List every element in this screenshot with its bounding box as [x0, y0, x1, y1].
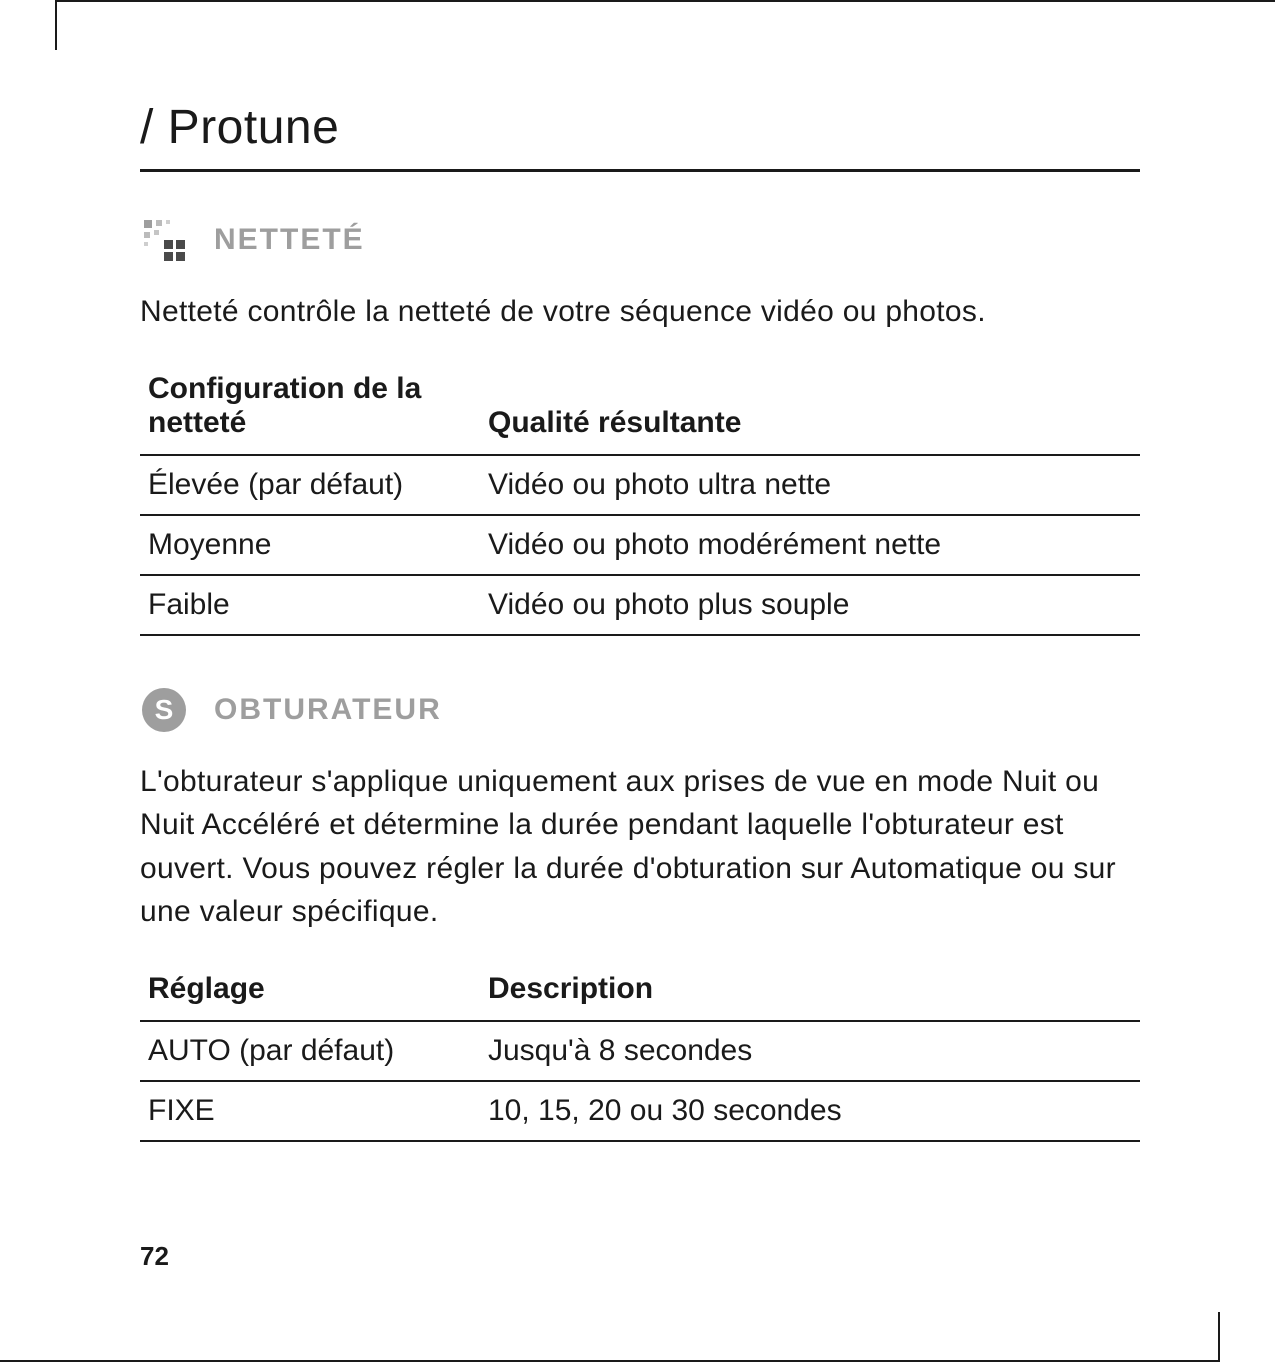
table-row: AUTO (par défaut) Jusqu'à 8 secondes — [140, 1021, 1140, 1081]
table-row: Moyenne Vidéo ou photo modérément nette — [140, 515, 1140, 575]
table-cell: Faible — [140, 575, 480, 635]
section-heading-shutter: S OBTURATEUR — [140, 686, 1140, 734]
table-cell: 10, 15, 20 ou 30 secondes — [480, 1081, 1140, 1141]
table-row: Élevée (par défaut) Vidéo ou photo ultra… — [140, 455, 1140, 515]
section-label-sharpness: NETTETÉ — [214, 223, 365, 257]
shutter-intro: L'obturateur s'applique uniquement aux p… — [140, 760, 1140, 934]
page-title: / Protune — [140, 100, 1140, 172]
table-cell: Vidéo ou photo plus souple — [480, 575, 1140, 635]
table-cell: Jusqu'à 8 secondes — [480, 1021, 1140, 1081]
table-row: Faible Vidéo ou photo plus souple — [140, 575, 1140, 635]
shutter-icon: S — [140, 686, 188, 734]
shutter-table: Réglage Description AUTO (par défaut) Ju… — [140, 962, 1140, 1142]
table-header: Réglage — [140, 962, 480, 1021]
crop-mark-right — [1218, 1312, 1220, 1362]
table-header: Qualité résultante — [480, 362, 1140, 455]
table-cell: Vidéo ou photo modérément nette — [480, 515, 1140, 575]
table-cell: Vidéo ou photo ultra nette — [480, 455, 1140, 515]
section-heading-sharpness: NETTETÉ — [140, 216, 1140, 264]
page-number: 72 — [140, 1241, 169, 1272]
sharpness-intro: Netteté contrôle la netteté de votre séq… — [140, 290, 1140, 334]
table-cell: AUTO (par défaut) — [140, 1021, 480, 1081]
table-header: Configuration de la netteté — [140, 362, 480, 455]
table-row: FIXE 10, 15, 20 ou 30 secondes — [140, 1081, 1140, 1141]
crop-mark-left — [55, 0, 57, 50]
page-content: / Protune NETTETÉ — [140, 100, 1140, 1192]
sharpness-icon — [140, 216, 188, 264]
sharpness-table: Configuration de la netteté Qualité résu… — [140, 362, 1140, 636]
crop-mark-top — [55, 0, 1275, 2]
section-label-shutter: OBTURATEUR — [214, 693, 442, 727]
table-cell: Moyenne — [140, 515, 480, 575]
table-header: Description — [480, 962, 1140, 1021]
table-cell: Élevée (par défaut) — [140, 455, 480, 515]
table-cell: FIXE — [140, 1081, 480, 1141]
